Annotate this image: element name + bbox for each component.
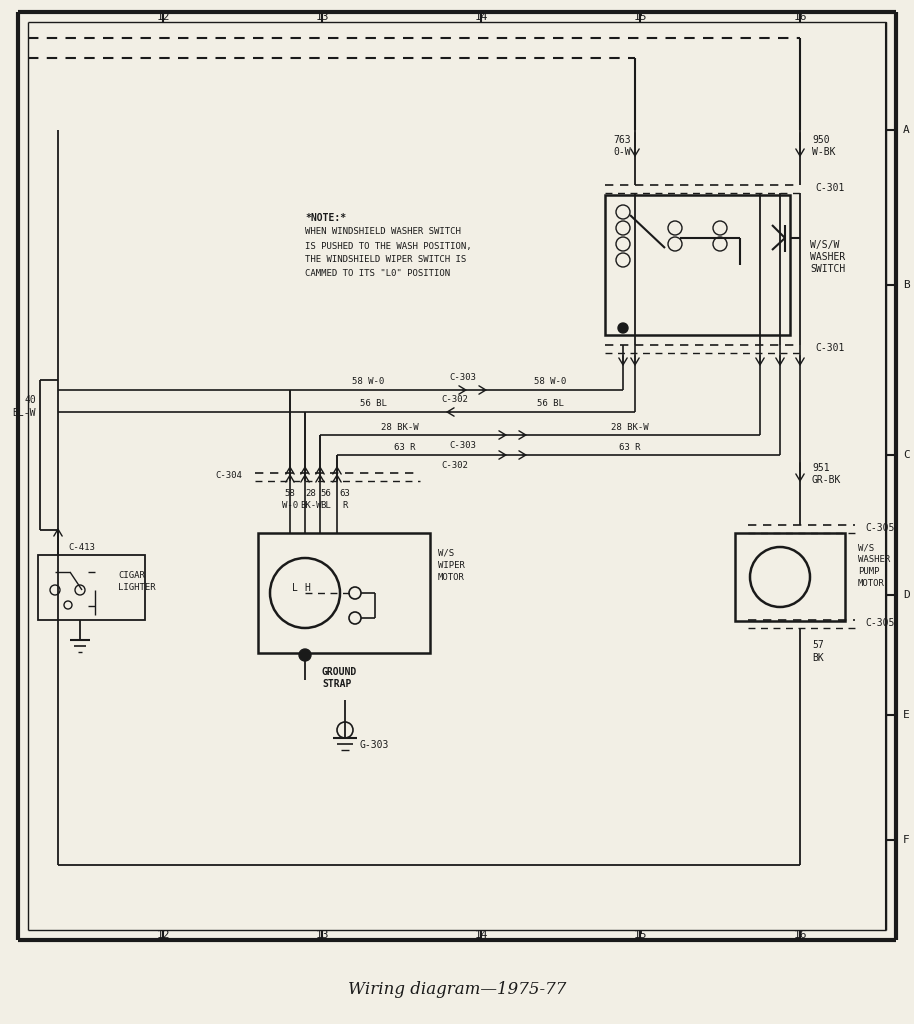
Text: 0-W: 0-W xyxy=(613,147,631,157)
Text: C-303: C-303 xyxy=(450,440,476,450)
Text: 58 W-0: 58 W-0 xyxy=(534,378,566,386)
Text: D: D xyxy=(903,590,909,600)
Text: 63 R: 63 R xyxy=(394,442,416,452)
Text: 12: 12 xyxy=(156,930,170,940)
Text: W-0: W-0 xyxy=(282,502,298,511)
Text: 28: 28 xyxy=(305,489,316,499)
Text: 951: 951 xyxy=(812,463,830,473)
Text: C-301: C-301 xyxy=(815,343,845,353)
Text: 15: 15 xyxy=(633,930,647,940)
Text: MOTOR: MOTOR xyxy=(438,572,465,582)
Text: CAMMED TO ITS "L0" POSITION: CAMMED TO ITS "L0" POSITION xyxy=(305,269,450,279)
Text: THE WINDSHIELD WIPER SWITCH IS: THE WINDSHIELD WIPER SWITCH IS xyxy=(305,256,466,264)
Text: GR-BK: GR-BK xyxy=(812,475,842,485)
Text: C-302: C-302 xyxy=(441,395,469,404)
Text: 12: 12 xyxy=(156,12,170,22)
Text: PUMP: PUMP xyxy=(858,567,879,577)
Text: A: A xyxy=(903,125,909,135)
Text: 763: 763 xyxy=(613,135,631,145)
Text: E: E xyxy=(903,710,909,720)
Text: 13: 13 xyxy=(315,930,329,940)
Circle shape xyxy=(618,323,628,333)
Text: WASHER: WASHER xyxy=(858,555,890,564)
Text: 16: 16 xyxy=(793,930,807,940)
Text: LIGHTER: LIGHTER xyxy=(118,583,155,592)
Text: 14: 14 xyxy=(474,12,488,22)
Text: C-302: C-302 xyxy=(441,461,469,469)
Text: 63 R: 63 R xyxy=(620,442,641,452)
Bar xyxy=(735,534,845,621)
Text: C-305: C-305 xyxy=(865,523,895,534)
Text: 57: 57 xyxy=(812,640,824,650)
Text: C-304: C-304 xyxy=(215,471,242,480)
Text: C-305: C-305 xyxy=(865,618,895,628)
Text: 58: 58 xyxy=(284,489,295,499)
Text: F: F xyxy=(903,835,909,845)
Text: 56 BL: 56 BL xyxy=(359,399,387,409)
Text: *NOTE:*: *NOTE:* xyxy=(305,213,346,223)
Text: 14: 14 xyxy=(474,930,488,940)
Text: 16: 16 xyxy=(793,12,807,22)
Text: 28 BK-W: 28 BK-W xyxy=(611,423,649,431)
Text: 56: 56 xyxy=(321,489,332,499)
Text: C-301: C-301 xyxy=(815,183,845,193)
Text: W/S: W/S xyxy=(438,549,454,557)
Text: W/S/W: W/S/W xyxy=(810,240,839,250)
Text: Wiring diagram—1975-77: Wiring diagram—1975-77 xyxy=(348,981,566,998)
Text: B: B xyxy=(903,280,909,290)
Text: GROUND: GROUND xyxy=(322,667,357,677)
Text: MOTOR: MOTOR xyxy=(858,580,885,589)
Bar xyxy=(38,555,145,620)
Text: 63: 63 xyxy=(340,489,350,499)
Text: 56 BL: 56 BL xyxy=(537,399,563,409)
Bar xyxy=(258,534,430,653)
Text: C-413: C-413 xyxy=(68,543,95,552)
Text: BK: BK xyxy=(812,653,824,663)
Text: STRAP: STRAP xyxy=(322,679,351,689)
Text: BL-W: BL-W xyxy=(13,408,36,418)
Text: BL: BL xyxy=(321,502,332,511)
Text: C: C xyxy=(903,450,909,460)
Text: 58 W-0: 58 W-0 xyxy=(352,378,384,386)
Text: H: H xyxy=(304,583,310,593)
Text: 28 BK-W: 28 BK-W xyxy=(381,423,419,431)
Text: BK-W: BK-W xyxy=(301,502,322,511)
Circle shape xyxy=(299,649,311,662)
Text: 950: 950 xyxy=(812,135,830,145)
Text: SWITCH: SWITCH xyxy=(810,264,845,274)
Text: G-303: G-303 xyxy=(360,740,389,750)
Text: 40: 40 xyxy=(25,395,36,406)
Text: WHEN WINDSHIELD WASHER SWITCH: WHEN WINDSHIELD WASHER SWITCH xyxy=(305,227,461,237)
Text: C-303: C-303 xyxy=(450,374,476,383)
Text: R: R xyxy=(343,502,347,511)
Bar xyxy=(605,195,790,335)
Text: L: L xyxy=(292,583,298,593)
Text: WASHER: WASHER xyxy=(810,252,845,262)
Text: W/S: W/S xyxy=(858,544,874,553)
Text: 13: 13 xyxy=(315,12,329,22)
Text: WIPER: WIPER xyxy=(438,560,465,569)
Text: W-BK: W-BK xyxy=(812,147,835,157)
Text: CIGAR: CIGAR xyxy=(118,570,145,580)
Text: 15: 15 xyxy=(633,12,647,22)
Text: IS PUSHED TO THE WASH POSITION,: IS PUSHED TO THE WASH POSITION, xyxy=(305,242,472,251)
